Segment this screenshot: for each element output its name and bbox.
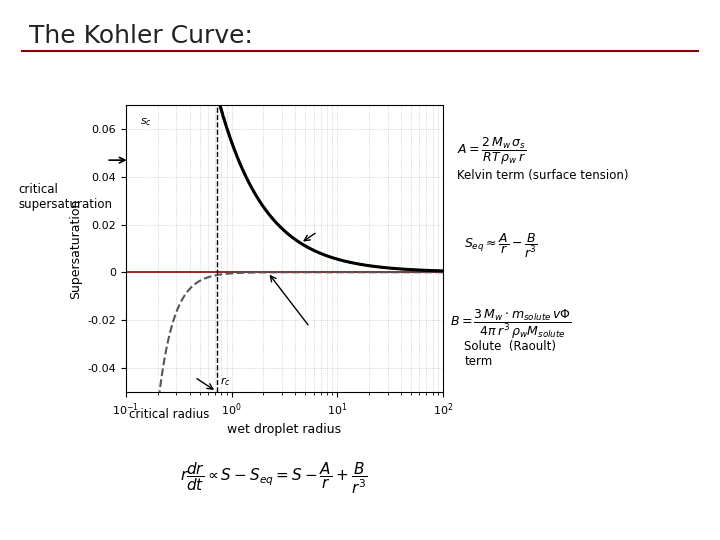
Text: Kelvin term (surface tension): Kelvin term (surface tension) [457,169,629,182]
Text: $S_{eq} \approx \dfrac{A}{r} - \dfrac{B}{r^3}$: $S_{eq} \approx \dfrac{A}{r} - \dfrac{B}… [464,232,538,260]
Text: critical radius: critical radius [129,408,210,421]
X-axis label: wet droplet radius: wet droplet radius [228,423,341,436]
Text: $A = \dfrac{2\,M_w\,\sigma_s}{RT\,\rho_w\,r}$: $A = \dfrac{2\,M_w\,\sigma_s}{RT\,\rho_w… [457,136,527,167]
Y-axis label: Supersaturation: Supersaturation [69,198,82,299]
Text: $B = \dfrac{3\,M_w \cdot m_{solute}\,v\Phi}{4\pi\,r^3\,\rho_w M_{solute}}$: $B = \dfrac{3\,M_w \cdot m_{solute}\,v\P… [450,307,572,341]
Text: Solute  (Raoult)
term: Solute (Raoult) term [464,340,557,368]
Text: $s_c$: $s_c$ [140,117,152,128]
Text: $r\dfrac{dr}{dt} \propto S - S_{eq} = S - \dfrac{A}{r} + \dfrac{B}{r^3}$: $r\dfrac{dr}{dt} \propto S - S_{eq} = S … [180,460,367,496]
Text: The Kohler Curve:: The Kohler Curve: [29,24,253,48]
Text: critical
supersaturation: critical supersaturation [18,183,112,211]
Text: $r_c$: $r_c$ [220,375,231,388]
